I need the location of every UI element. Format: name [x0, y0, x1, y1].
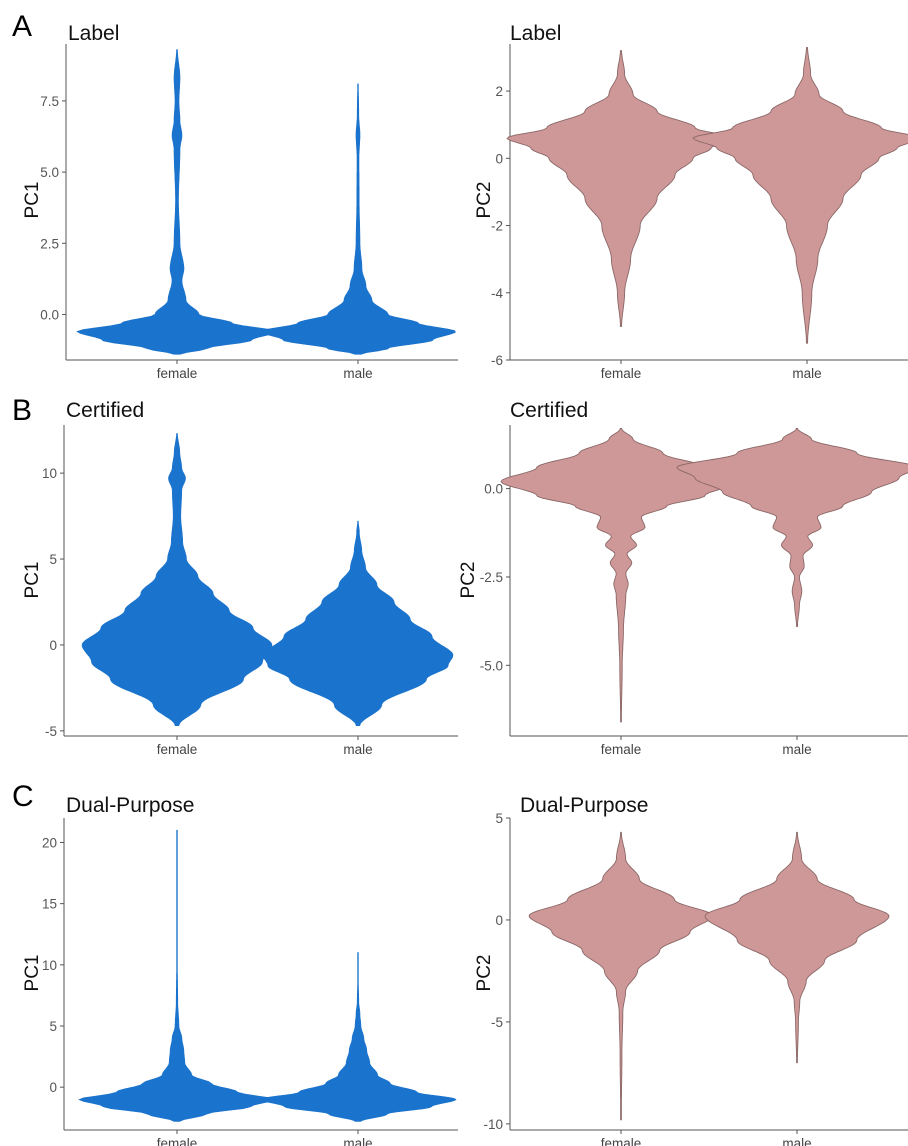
x-category-label: male — [343, 1136, 372, 1146]
y-axis-label: PC2 — [458, 562, 479, 599]
chart-panel-6: Dual-Purpose PC2 -10 -5 0 5 female male — [474, 794, 908, 1146]
panel-letter-b: B — [12, 394, 32, 427]
violin-male — [262, 520, 454, 726]
y-tick-label: -2 — [491, 219, 503, 234]
x-category-label: female — [601, 742, 642, 757]
violin-female — [78, 829, 276, 1122]
violin-male — [676, 428, 908, 627]
violin-male — [692, 46, 908, 344]
x-category-label: female — [601, 366, 642, 381]
y-tick-label: 5 — [495, 811, 503, 826]
x-category-label: female — [157, 366, 198, 381]
chart-title: Label — [510, 22, 561, 45]
y-tick-label: -5.0 — [480, 658, 503, 673]
x-category-label: female — [157, 742, 198, 757]
violin-female — [528, 831, 714, 1121]
y-tick-label: -10 — [483, 1117, 503, 1132]
x-category-label: male — [792, 366, 821, 381]
y-tick-label: -4 — [491, 286, 503, 301]
y-tick-label: 10 — [42, 958, 57, 973]
y-tick-label: 2.5 — [40, 236, 59, 251]
y-tick-label: 5 — [49, 552, 57, 567]
x-category-label: female — [601, 1136, 642, 1146]
y-tick-label: -6 — [491, 353, 503, 368]
y-axis-label: PC1 — [22, 182, 43, 219]
violin-female — [81, 433, 273, 726]
y-axis-label: PC1 — [22, 562, 43, 599]
chart-title: Label — [68, 22, 119, 45]
y-tick-label: 5 — [49, 1019, 57, 1034]
x-category-label: male — [782, 1136, 811, 1146]
violin-male — [704, 831, 890, 1064]
chart-title: Dual-Purpose — [520, 794, 648, 817]
chart-panel-1: Label PC1 0.0 2.5 5.0 7.5 female male — [22, 22, 458, 381]
y-tick-label: 2 — [495, 84, 503, 99]
y-tick-label: 20 — [42, 835, 57, 850]
y-tick-label: 5.0 — [40, 165, 59, 180]
y-tick-label: -5 — [491, 1015, 503, 1030]
panel-letter-c: C — [12, 780, 34, 813]
chart-title: Certified — [66, 399, 144, 422]
y-tick-label: 0.0 — [484, 482, 503, 497]
panel-letter-a: A — [12, 10, 32, 43]
chart-title: Certified — [510, 399, 588, 422]
y-axis-label: PC2 — [474, 955, 495, 992]
y-tick-label: 7.5 — [40, 94, 59, 109]
x-category-label: female — [157, 1136, 198, 1146]
violin-male — [259, 952, 457, 1122]
y-tick-label: 0 — [49, 638, 57, 653]
chart-panel-2: Label PC2 -6 -4 -2 0 2 female male — [474, 22, 908, 381]
violin-male — [260, 83, 456, 355]
y-tick-label: 0 — [495, 151, 503, 166]
chart-panel-3: Certified PC1 -5 0 5 10 female male — [22, 399, 458, 757]
chart-panel-4: Certified PC2 -5.0 -2.5 0.0 female male — [458, 399, 908, 757]
x-category-label: male — [343, 366, 372, 381]
y-axis-label: PC2 — [474, 182, 495, 219]
violin-female — [76, 49, 278, 355]
chart-panel-5: Dual-Purpose PC1 0 5 10 15 20 female male — [22, 794, 458, 1146]
y-tick-label: -5 — [45, 724, 57, 739]
x-category-label: male — [782, 742, 811, 757]
y-tick-label: -2.5 — [480, 570, 503, 585]
violin-female — [506, 50, 736, 327]
y-axis-label: PC1 — [22, 955, 43, 992]
y-tick-label: 15 — [42, 897, 57, 912]
violin-female — [500, 428, 742, 723]
y-tick-label: 0 — [49, 1080, 57, 1095]
y-tick-label: 0 — [495, 913, 503, 928]
y-tick-label: 0.0 — [40, 307, 59, 322]
chart-title: Dual-Purpose — [66, 794, 194, 817]
x-category-label: male — [343, 742, 372, 757]
y-tick-label: 10 — [42, 466, 57, 481]
